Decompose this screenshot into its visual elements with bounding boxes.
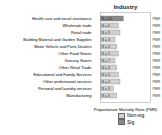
svg-text:N = 9: N = 9 <box>102 31 111 35</box>
svg-text:Manufacturing: Manufacturing <box>66 93 91 98</box>
svg-text:PMR: PMR <box>153 52 161 56</box>
svg-text:PMR: PMR <box>153 66 161 70</box>
svg-text:N = 4: N = 4 <box>102 80 111 84</box>
svg-text:Proportionate Mortality Ratio: Proportionate Mortality Ratio (PMR) <box>94 107 158 112</box>
svg-text:Retail trade: Retail trade <box>71 30 92 35</box>
svg-text:Personal and laundry services: Personal and laundry services <box>38 86 92 91</box>
svg-text:N = 7: N = 7 <box>102 59 111 63</box>
svg-text:N = 3: N = 3 <box>102 38 111 42</box>
svg-text:N = 24: N = 24 <box>102 17 112 21</box>
svg-text:PMR: PMR <box>153 80 161 84</box>
svg-text:PMR: PMR <box>153 87 161 91</box>
svg-text:PMR: PMR <box>153 17 161 21</box>
svg-text:N = 4: N = 4 <box>102 45 111 49</box>
svg-text:Motor Vehicle and Parts Dealer: Motor Vehicle and Parts Dealers <box>34 44 91 49</box>
html-text:Non-sig: Non-sig <box>127 112 145 118</box>
svg-text:PMR: PMR <box>153 59 161 63</box>
svg-text:N = 5: N = 5 <box>102 52 111 56</box>
svg-text:N = 3: N = 3 <box>102 66 111 70</box>
svg-text:Other Retail Trade: Other Retail Trade <box>59 65 92 70</box>
svg-text:PMR: PMR <box>153 73 161 77</box>
html-text:Sig: Sig <box>127 118 135 125</box>
svg-text:N = 6: N = 6 <box>102 24 111 28</box>
svg-text:N = 3: N = 3 <box>102 87 111 91</box>
svg-text:PMR: PMR <box>153 24 161 28</box>
svg-text:Industry: Industry <box>114 4 138 10</box>
svg-text:Educational and Family Service: Educational and Family Services <box>33 72 91 77</box>
svg-text:Other Food Stores: Other Food Stores <box>59 51 92 56</box>
svg-text:Building Material and Garden S: Building Material and Garden Supplies <box>23 37 91 42</box>
svg-text:PMR: PMR <box>153 94 161 98</box>
svg-text:N = 5: N = 5 <box>102 73 111 77</box>
svg-text:PMR: PMR <box>153 31 161 35</box>
svg-text:N = 6: N = 6 <box>102 94 111 98</box>
svg-text:Other professional services: Other professional services <box>43 79 91 84</box>
svg-text:Health care and social assista: Health care and social assistance <box>32 16 92 21</box>
svg-text:Wholesale trade: Wholesale trade <box>63 23 93 28</box>
svg-text:PMR: PMR <box>153 45 161 49</box>
svg-text:PMR: PMR <box>153 38 161 42</box>
svg-text:Grocery Stores: Grocery Stores <box>65 58 92 63</box>
